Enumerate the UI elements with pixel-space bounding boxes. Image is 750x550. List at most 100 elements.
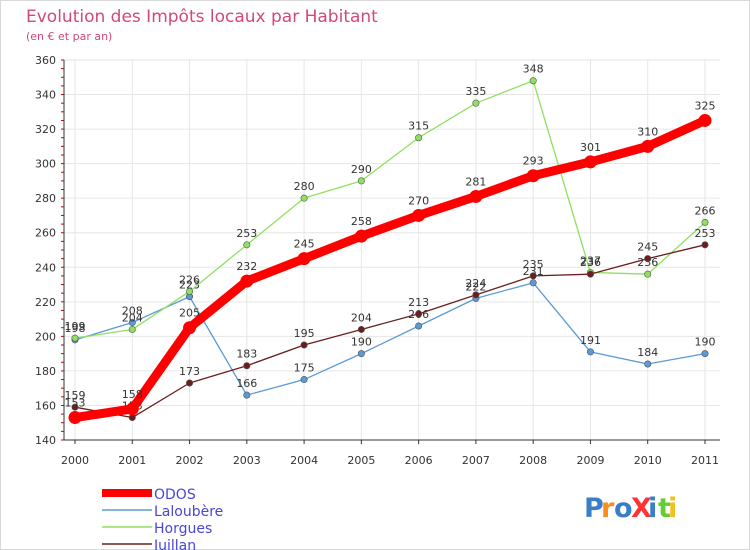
data-point	[529, 272, 537, 280]
data-label: 310	[637, 125, 658, 138]
data-label: 153	[65, 397, 86, 410]
data-label: 208	[122, 305, 143, 318]
data-label: 325	[695, 99, 716, 112]
data-label: 266	[695, 204, 716, 217]
series-line-juillan	[74, 244, 706, 419]
data-point	[472, 99, 480, 107]
y-tick-label: 160	[35, 399, 56, 412]
x-tick-label: 2004	[290, 454, 318, 467]
y-tick-label: 220	[35, 296, 56, 309]
data-label: 245	[637, 241, 658, 254]
data-point	[357, 350, 365, 358]
y-tick-label: 240	[35, 261, 56, 274]
x-tick-label: 2006	[405, 454, 433, 467]
data-point	[128, 325, 136, 333]
data-label: 159	[65, 389, 86, 402]
x-tick-label: 2000	[61, 454, 89, 467]
y-tick-label: 320	[35, 123, 56, 136]
series-line-horgues	[74, 80, 706, 339]
data-label: 226	[179, 273, 200, 286]
logo-letter: i	[648, 493, 657, 524]
legend-label: Juillan	[153, 538, 196, 550]
x-tick-label: 2008	[519, 454, 547, 467]
data-point	[186, 379, 194, 387]
logo-letter: X	[631, 493, 652, 524]
x-tick-label: 2005	[347, 454, 375, 467]
data-point	[701, 350, 709, 358]
data-label: 237	[580, 254, 601, 267]
data-point	[415, 310, 423, 318]
data-label: 175	[294, 362, 315, 375]
plot-background	[64, 60, 720, 440]
data-label: 198	[65, 322, 86, 335]
data-point	[472, 291, 480, 299]
x-tick-label: 2007	[462, 454, 490, 467]
data-point	[701, 241, 709, 249]
data-point	[412, 208, 426, 222]
logo-letter: i	[668, 493, 677, 524]
data-label: 190	[695, 336, 716, 349]
data-point	[354, 229, 368, 243]
chart-title: Evolution des Impôts locaux par Habitant	[26, 7, 378, 27]
data-label: 253	[695, 227, 716, 240]
data-point	[300, 194, 308, 202]
legend-label: Laloubère	[154, 504, 223, 520]
data-point	[357, 177, 365, 185]
data-label: 231	[523, 265, 544, 278]
data-point	[415, 322, 423, 330]
data-point	[357, 325, 365, 333]
y-tick-label: 140	[35, 434, 56, 447]
data-point	[583, 155, 597, 169]
plot-area: 140 160 180 200 220 240 260 280 300 320 340 360 2000…	[35, 54, 720, 467]
chart-subtitle: (en € et par an)	[26, 30, 112, 43]
x-tick-label: 2002	[176, 454, 204, 467]
data-point	[128, 319, 136, 327]
data-point	[529, 77, 537, 85]
data-point	[183, 321, 197, 335]
data-point	[300, 376, 308, 384]
data-point	[701, 218, 709, 226]
data-label: 348	[523, 63, 544, 76]
data-point	[644, 270, 652, 278]
y-tick-label: 340	[35, 89, 56, 102]
data-point	[240, 274, 254, 288]
data-label: 191	[580, 334, 601, 347]
x-tick-label: 2009	[576, 454, 604, 467]
x-tick-label: 2001	[118, 454, 146, 467]
x-tick-label: 2003	[233, 454, 261, 467]
data-point	[297, 252, 311, 266]
proxiti-logo: Pr oXi ti	[584, 493, 677, 524]
data-point	[71, 334, 79, 342]
data-point	[300, 341, 308, 349]
data-point	[526, 169, 540, 183]
data-label: 204	[122, 311, 143, 324]
data-label: 213	[408, 296, 429, 309]
y-tick-label: 200	[35, 330, 56, 343]
data-label: 195	[294, 327, 315, 340]
data-label: 190	[351, 336, 372, 349]
legend-label: ODOS	[154, 487, 196, 503]
data-label: 290	[351, 163, 372, 176]
y-tick-label: 300	[35, 158, 56, 171]
data-point	[243, 391, 251, 399]
y-tick-label: 360	[35, 54, 56, 67]
y-tick-label: 180	[35, 365, 56, 378]
data-point	[68, 411, 82, 425]
data-point	[586, 270, 594, 278]
x-tick-label: 2010	[634, 454, 662, 467]
series-line-odos	[70, 115, 710, 423]
data-point	[243, 362, 251, 370]
data-label: 232	[236, 260, 257, 273]
data-label: 315	[408, 120, 429, 133]
data-label: 245	[294, 238, 315, 251]
data-label: 184	[637, 346, 658, 359]
data-label: 222	[465, 280, 486, 293]
data-label: 173	[179, 365, 200, 378]
data-label: 204	[351, 311, 372, 324]
data-label: 183	[236, 348, 257, 361]
data-label: 293	[523, 155, 544, 168]
data-label: 258	[351, 215, 372, 228]
data-label: 253	[236, 227, 257, 240]
